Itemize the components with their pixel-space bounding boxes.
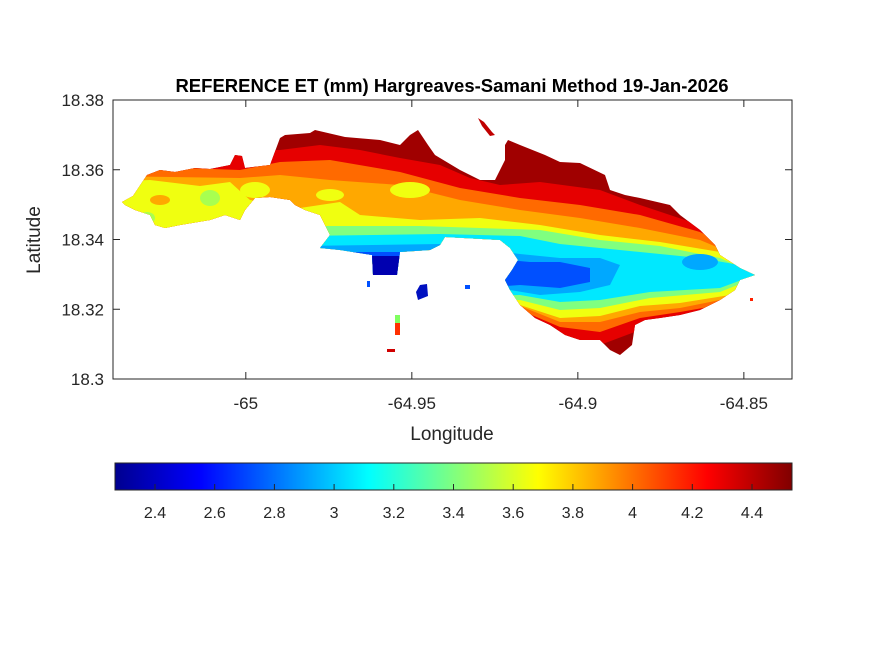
islet bbox=[395, 315, 400, 323]
contour-spot bbox=[200, 190, 220, 206]
islet bbox=[465, 285, 470, 289]
x-tick-label: -65 bbox=[234, 394, 259, 413]
colorbar-tick-label: 3.2 bbox=[383, 505, 405, 522]
colorbar-tick-label: 2.6 bbox=[204, 505, 226, 522]
contour-spot bbox=[316, 189, 344, 201]
islets bbox=[367, 118, 753, 352]
x-axis-label: Longitude bbox=[410, 424, 493, 445]
x-tick-label: -64.95 bbox=[388, 394, 436, 413]
colorbar-tick-label: 3 bbox=[330, 505, 339, 522]
islet bbox=[416, 284, 428, 300]
colorbar-tick-label: 4 bbox=[628, 505, 637, 522]
y-tick-label: 18.3 bbox=[71, 370, 104, 389]
y-tick-label: 18.38 bbox=[61, 91, 104, 110]
colorbar-ticks: 2.4 2.6 2.8 3 3.2 3.4 3.6 3.8 4 4.2 4.4 bbox=[144, 484, 763, 522]
y-tick-label: 18.34 bbox=[61, 231, 104, 250]
islet bbox=[387, 349, 395, 352]
colorbar-tick-label: 3.4 bbox=[442, 505, 464, 522]
axes: -65 -64.95 -64.9 -64.85 18.3 18.32 18.34 18.36 1… bbox=[61, 91, 792, 413]
colorbar-tick-label: 2.4 bbox=[144, 505, 166, 522]
colorbar-tick-label: 3.6 bbox=[502, 505, 524, 522]
contour-spot bbox=[390, 182, 430, 198]
islet bbox=[367, 281, 370, 287]
contour-spot bbox=[150, 195, 170, 205]
y-axis-label: Latitude bbox=[24, 206, 45, 274]
contour-spot bbox=[682, 254, 718, 270]
y-tick-label: 18.36 bbox=[61, 161, 104, 180]
colorbar-tick-label: 4.2 bbox=[681, 505, 703, 522]
colorbar-tick-label: 3.8 bbox=[562, 505, 584, 522]
x-tick-label: -64.9 bbox=[558, 394, 597, 413]
chart-title: REFERENCE ET (mm) Hargreaves-Samani Meth… bbox=[175, 75, 728, 96]
colorbar-tick-label: 2.8 bbox=[263, 505, 285, 522]
y-tick-label: 18.32 bbox=[61, 300, 104, 319]
islet bbox=[478, 118, 495, 136]
islet bbox=[750, 298, 753, 301]
contour-spot bbox=[240, 182, 270, 198]
colorbar-tick-label: 4.4 bbox=[741, 505, 763, 522]
islet bbox=[395, 323, 400, 335]
x-tick-label: -64.85 bbox=[720, 394, 768, 413]
